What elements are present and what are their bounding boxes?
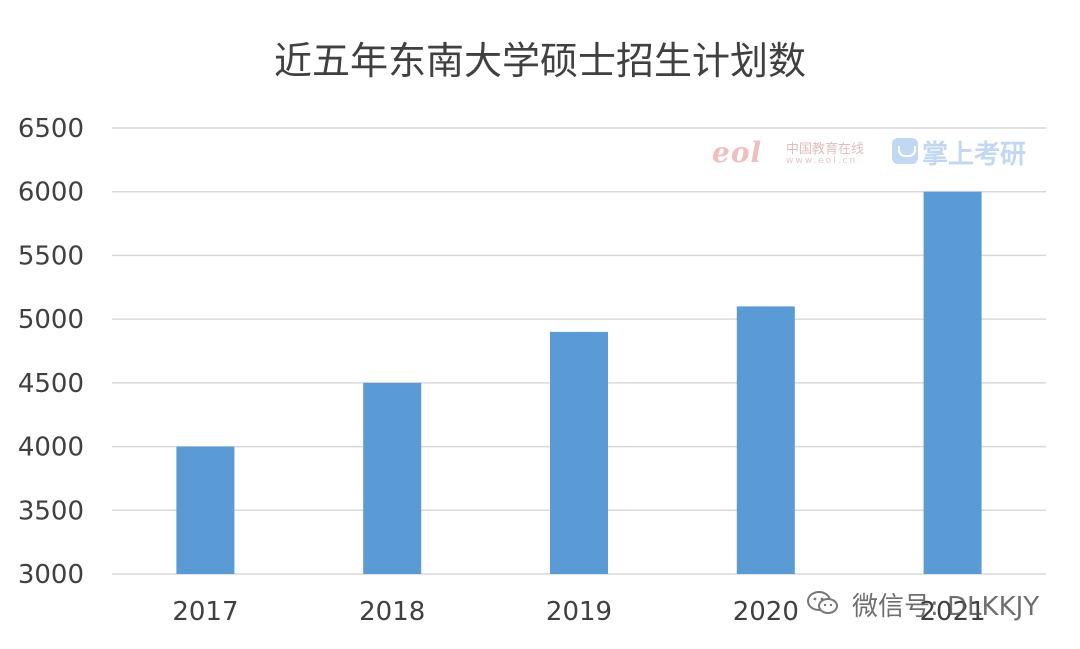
bar-2018 [363,382,422,574]
bar-2019 [550,331,608,574]
wechat-icon [807,591,838,614]
y-tick-label: 5500 [18,241,84,271]
mortarboard-icon [892,138,918,164]
x-tick-label: 2021 [920,597,986,627]
bars [176,191,982,574]
y-tick-label: 3000 [18,560,84,590]
chart-title: 近五年东南大学硕士招生计划数 [273,39,806,83]
x-tick-label: 2017 [172,597,238,627]
bar-2017 [176,446,235,574]
y-tick-label: 3500 [18,496,84,526]
y-tick-label: 5000 [18,305,84,335]
bar-2020 [736,306,795,574]
x-tick-label: 2018 [359,597,425,627]
eol-logo: eol [712,136,763,169]
x-tick-label: 2019 [546,597,612,627]
y-tick-label: 6000 [18,178,84,208]
y-tick-label: 4500 [18,369,84,399]
x-axis-ticks: 2017 2018 2019 2020 2021 [172,597,985,627]
x-tick-label: 2020 [733,597,799,627]
eol-url: www.eol.cn [786,156,858,166]
y-tick-label: 4000 [18,433,84,463]
wechat-label: 微信号: DLKKJY [852,592,1040,622]
eol-watermark: eol 中国教育在线 www.eol.cn 掌上考研 [712,134,1052,174]
bar-2021 [923,191,982,574]
y-tick-label: 6500 [18,114,84,144]
eol-name: 中国教育在线 [786,142,865,157]
brand-watermark: 掌上考研 [922,140,1027,170]
y-axis-ticks: 3000 3500 4000 4500 5000 5500 6000 6500 [18,114,84,590]
